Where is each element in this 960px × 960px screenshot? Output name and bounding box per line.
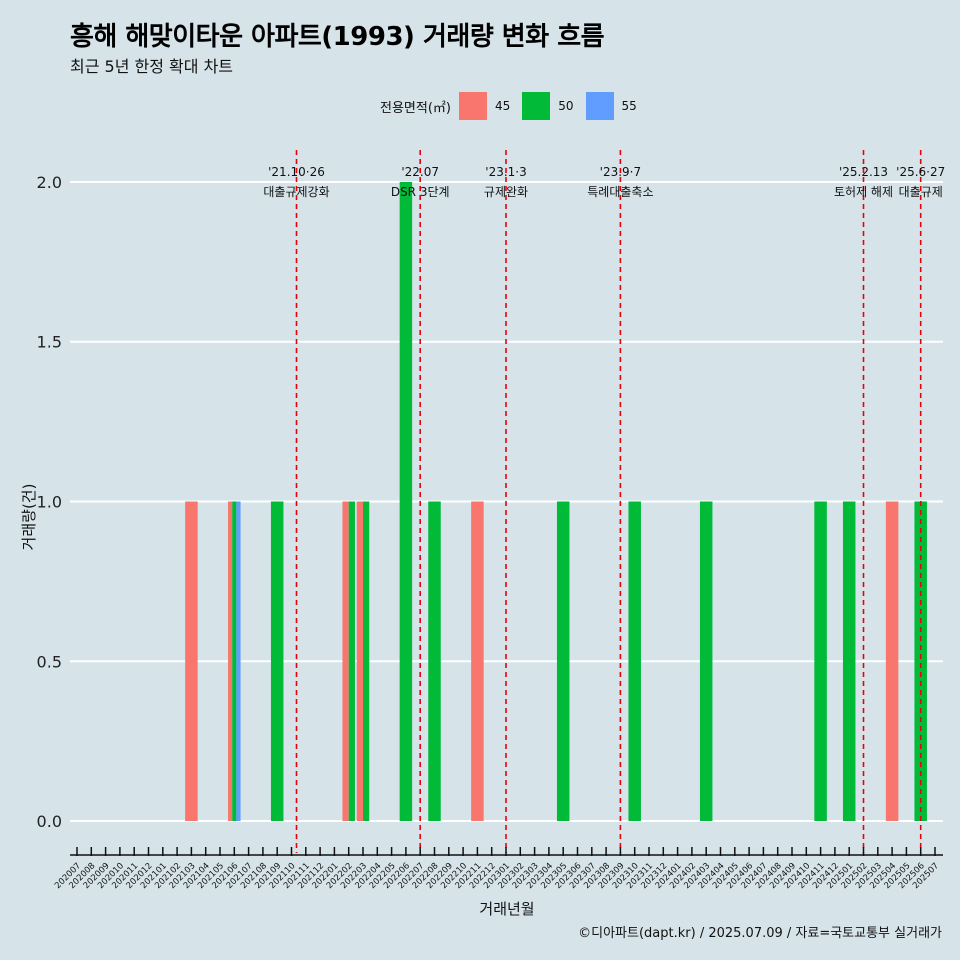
bar <box>399 181 413 822</box>
event-text-label: DSR 3단계 <box>391 185 450 199</box>
y-tick-label: 1.5 <box>37 333 62 352</box>
bar <box>699 501 713 822</box>
x-axis-label: 거래년월 <box>479 900 534 918</box>
bars <box>185 181 927 822</box>
bar <box>270 501 284 822</box>
event-text-label: 특례대출축소 <box>587 185 653 199</box>
bar <box>232 501 237 822</box>
y-axis: 0.0 0.5 1.0 1.5 2.0 <box>37 173 62 831</box>
bar <box>471 501 484 822</box>
chart-subtitle: 최근 5년 한정 확대 차트 <box>70 57 234 76</box>
legend-swatch-55 <box>585 92 614 120</box>
bar <box>428 501 441 822</box>
bar <box>363 501 370 822</box>
bar <box>185 501 198 822</box>
y-tick-label: 0.0 <box>37 812 62 831</box>
bar <box>356 501 363 822</box>
bar <box>814 501 827 822</box>
bar <box>842 501 856 822</box>
bar <box>628 501 641 822</box>
x-axis: 2020072020082020092020102020112020122021… <box>53 847 943 891</box>
event-date-label: '21.10·26 <box>268 165 325 179</box>
legend-item-50: 50 <box>522 92 579 120</box>
event-markers: '21.10·26 대출규제강화 '22.07 DSR 3단계 '23.1·3 규제완화 '… <box>263 150 945 853</box>
event-date-label: '22.07 <box>401 165 439 179</box>
bar <box>228 501 233 822</box>
event-text-label: 대출규제강화 <box>263 185 329 199</box>
y-tick-label: 1.0 <box>37 493 62 512</box>
y-axis-label: 거래량(건) <box>20 484 38 551</box>
bar <box>556 501 570 822</box>
legend-swatch-45 <box>458 92 487 120</box>
y-tick-label: 2.0 <box>37 173 62 192</box>
legend-item-45: 45 <box>458 92 516 120</box>
event-date-label: '23.9·7 <box>600 165 641 179</box>
event-text-label: 대출규제 <box>899 185 943 199</box>
bar <box>236 501 241 822</box>
legend-swatch-50 <box>522 92 551 120</box>
y-tick-label: 0.5 <box>37 652 62 671</box>
event-text-label: 토허제 해제 <box>834 185 893 199</box>
legend: 전용면적(㎡) 45 50 55 <box>380 92 649 120</box>
bar <box>914 501 927 822</box>
event-date-label: '23.1·3 <box>485 165 526 179</box>
legend-title: 전용면적(㎡) <box>380 100 451 116</box>
chart-title: 흥해 해맞이타운 아파트(1993) 거래량 변화 흐름 <box>70 22 605 52</box>
legend-label-45: 45 <box>494 99 511 113</box>
legend-label-55: 55 <box>621 99 637 113</box>
bar <box>342 501 349 822</box>
event-date-label: '25.2.13 <box>839 165 888 179</box>
bar <box>885 501 899 822</box>
legend-label-50: 50 <box>558 99 574 113</box>
legend-item-55: 55 <box>585 92 643 120</box>
event-date-label: '25.6·27 <box>896 165 945 179</box>
bar <box>348 501 355 822</box>
event-text-label: 규제완화 <box>484 185 528 199</box>
source-caption: ©디아파트(dapt.kr) / 2025.07.09 / 자료=국토교통부 실… <box>578 926 942 941</box>
